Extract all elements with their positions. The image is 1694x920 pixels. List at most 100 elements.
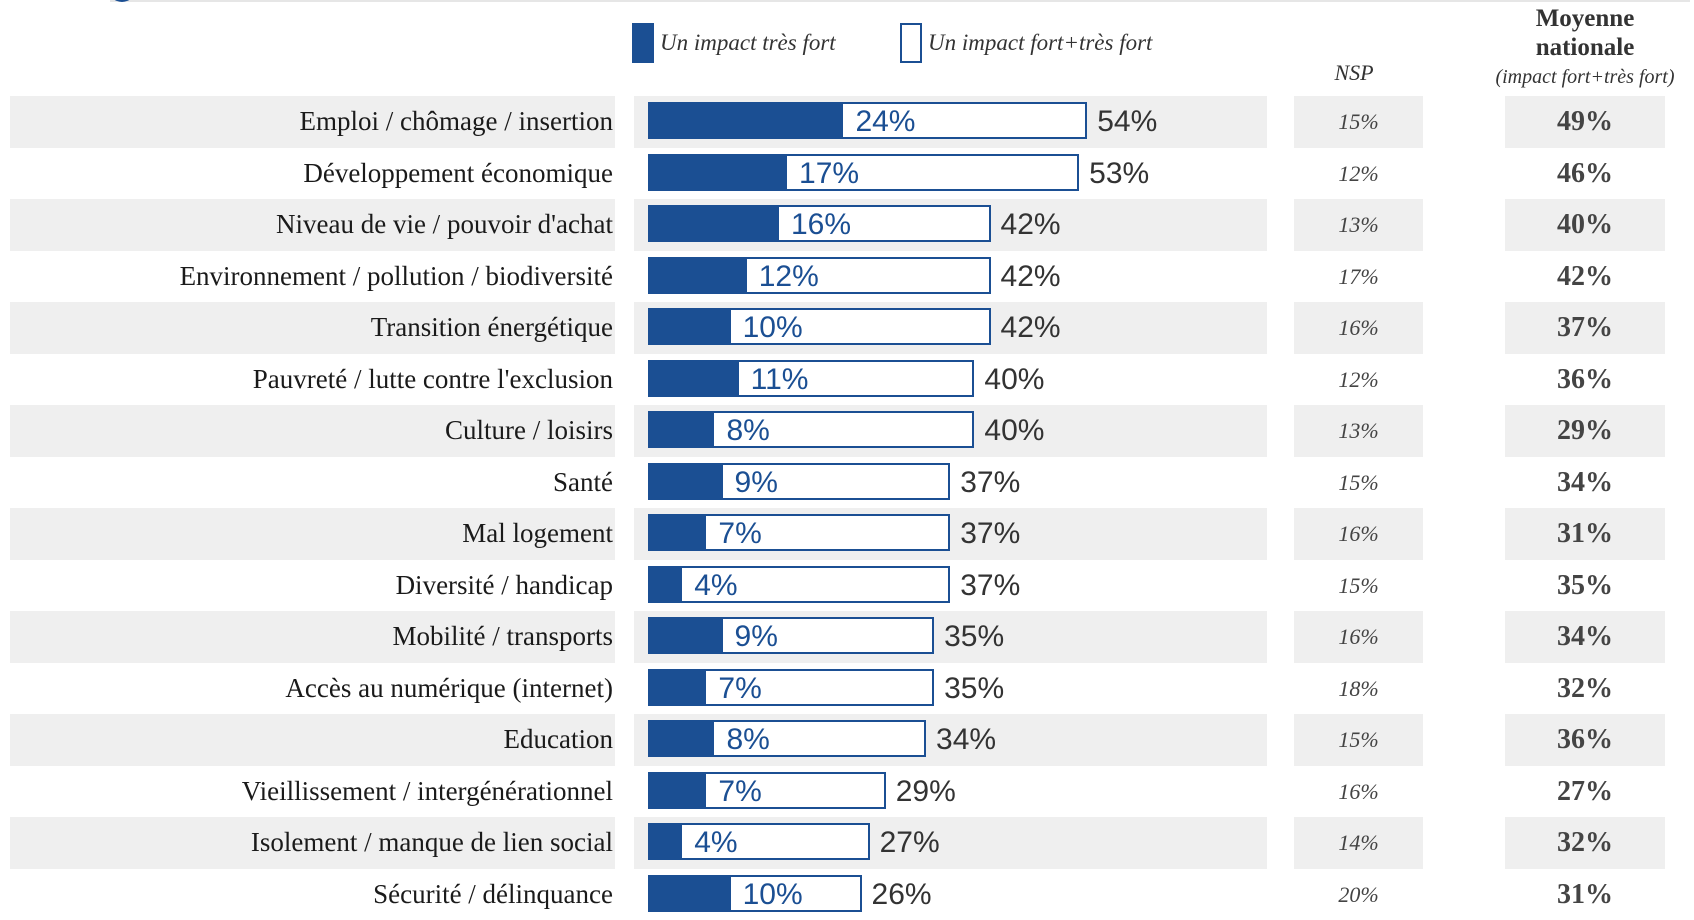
bar-tres-fort <box>650 774 706 807</box>
value-label-tres-fort: 7% <box>718 508 761 560</box>
value-label-fort-tres-fort: 40% <box>984 405 1044 457</box>
moyenne-nationale-value: 46% <box>1505 148 1665 200</box>
nsp-value: 15% <box>1294 714 1423 766</box>
moyenne-nationale-value: 36% <box>1505 354 1665 406</box>
top-rule <box>110 0 1690 2</box>
moyenne-nationale-value: 34% <box>1505 457 1665 509</box>
bar-tres-fort <box>650 877 731 910</box>
bar-tres-fort <box>650 259 747 292</box>
bar-tres-fort <box>650 516 706 549</box>
nsp-value: 12% <box>1294 148 1423 200</box>
moyenne-header: Moyenne nationale <box>1480 4 1690 62</box>
value-label-fort-tres-fort: 42% <box>1001 199 1061 251</box>
bar-tres-fort <box>650 465 723 498</box>
bar-tres-fort <box>650 568 682 601</box>
bar-tres-fort <box>650 413 714 446</box>
category-label: Isolement / manque de lien social <box>20 817 613 869</box>
category-label: Education <box>20 714 613 766</box>
nsp-header: NSP <box>1294 60 1414 86</box>
value-label-tres-fort: 8% <box>726 405 769 457</box>
chart-row: Emploi / chômage / insertion 24% 54% 15% 49% <box>0 96 1694 148</box>
moyenne-nationale-value: 32% <box>1505 663 1665 715</box>
value-label-fort-tres-fort: 35% <box>944 663 1004 715</box>
value-label-tres-fort: 7% <box>718 766 761 818</box>
value-label-tres-fort: 12% <box>759 251 819 303</box>
nsp-value: 16% <box>1294 766 1423 818</box>
moyenne-nationale-value: 35% <box>1505 560 1665 612</box>
nsp-value: 15% <box>1294 560 1423 612</box>
category-label: Santé <box>20 457 613 509</box>
category-label: Mal logement <box>20 508 613 560</box>
value-label-fort-tres-fort: 37% <box>960 560 1020 612</box>
value-label-fort-tres-fort: 26% <box>872 869 932 920</box>
value-label-fort-tres-fort: 27% <box>880 817 940 869</box>
moyenne-nationale-value: 31% <box>1505 869 1665 920</box>
value-label-fort-tres-fort: 42% <box>1001 251 1061 303</box>
category-label: Emploi / chômage / insertion <box>20 96 613 148</box>
value-label-tres-fort: 17% <box>799 148 859 200</box>
nsp-value: 13% <box>1294 405 1423 457</box>
moyenne-subheader: (impact fort+très fort) <box>1476 66 1694 89</box>
moyenne-nationale-value: 37% <box>1505 302 1665 354</box>
nsp-value: 16% <box>1294 302 1423 354</box>
nsp-value: 20% <box>1294 869 1423 920</box>
category-label: Culture / loisirs <box>20 405 613 457</box>
category-label: Accès au numérique (internet) <box>20 663 613 715</box>
value-label-fort-tres-fort: 40% <box>984 354 1044 406</box>
value-label-fort-tres-fort: 53% <box>1089 148 1149 200</box>
legend-outline-label: Un impact fort+très fort <box>928 30 1152 56</box>
nsp-value: 15% <box>1294 457 1423 509</box>
nsp-value: 12% <box>1294 354 1423 406</box>
bar-tres-fort <box>650 207 779 240</box>
value-label-tres-fort: 4% <box>694 560 737 612</box>
moyenne-header-line1: Moyenne <box>1480 4 1690 33</box>
value-label-tres-fort: 8% <box>726 714 769 766</box>
bar-tres-fort <box>650 671 706 704</box>
nsp-value: 16% <box>1294 508 1423 560</box>
moyenne-nationale-value: 27% <box>1505 766 1665 818</box>
value-label-fort-tres-fort: 35% <box>944 611 1004 663</box>
bar-tres-fort <box>650 310 731 343</box>
chart-row: Diversité / handicap 4% 37% 15% 35% <box>0 560 1694 612</box>
bar-tres-fort <box>650 362 739 395</box>
legend-outline: Un impact fort+très fort <box>900 22 1152 64</box>
chart-row: Accès au numérique (internet)7%35%18%32% <box>0 663 1694 715</box>
category-label: Environnement / pollution / biodiversité <box>20 251 613 303</box>
value-label-tres-fort: 24% <box>855 96 915 148</box>
moyenne-nationale-value: 49% <box>1505 96 1665 148</box>
moyenne-nationale-value: 32% <box>1505 817 1665 869</box>
category-label: Diversité / handicap <box>20 560 613 612</box>
bar-tres-fort <box>650 722 714 755</box>
value-label-fort-tres-fort: 34% <box>936 714 996 766</box>
value-label-tres-fort: 9% <box>735 457 778 509</box>
bar-tres-fort <box>650 825 682 858</box>
moyenne-nationale-value: 40% <box>1505 199 1665 251</box>
nsp-value: 13% <box>1294 199 1423 251</box>
category-label: Sécurité / délinquance <box>20 869 613 920</box>
nsp-value: 15% <box>1294 96 1423 148</box>
bar-tres-fort <box>650 104 843 137</box>
value-label-tres-fort: 11% <box>751 354 809 406</box>
category-label: Niveau de vie / pouvoir d'achat <box>20 199 613 251</box>
value-label-fort-tres-fort: 54% <box>1097 96 1157 148</box>
chart-row: Isolement / manque de lien social 4% 27% 14… <box>0 817 1694 869</box>
bar-tres-fort <box>650 156 787 189</box>
value-label-tres-fort: 9% <box>735 611 778 663</box>
legend-solid: Un impact très fort <box>632 22 836 64</box>
category-label: Transition énergétique <box>20 302 613 354</box>
nsp-value: 14% <box>1294 817 1423 869</box>
value-label-tres-fort: 16% <box>791 199 851 251</box>
value-label-tres-fort: 4% <box>694 817 737 869</box>
value-label-tres-fort: 7% <box>718 663 761 715</box>
value-label-fort-tres-fort: 42% <box>1001 302 1061 354</box>
moyenne-nationale-value: 29% <box>1505 405 1665 457</box>
chart-row: Niveau de vie / pouvoir d'achat 16% 42% 13%… <box>0 199 1694 251</box>
legend-outline-swatch <box>900 23 922 63</box>
